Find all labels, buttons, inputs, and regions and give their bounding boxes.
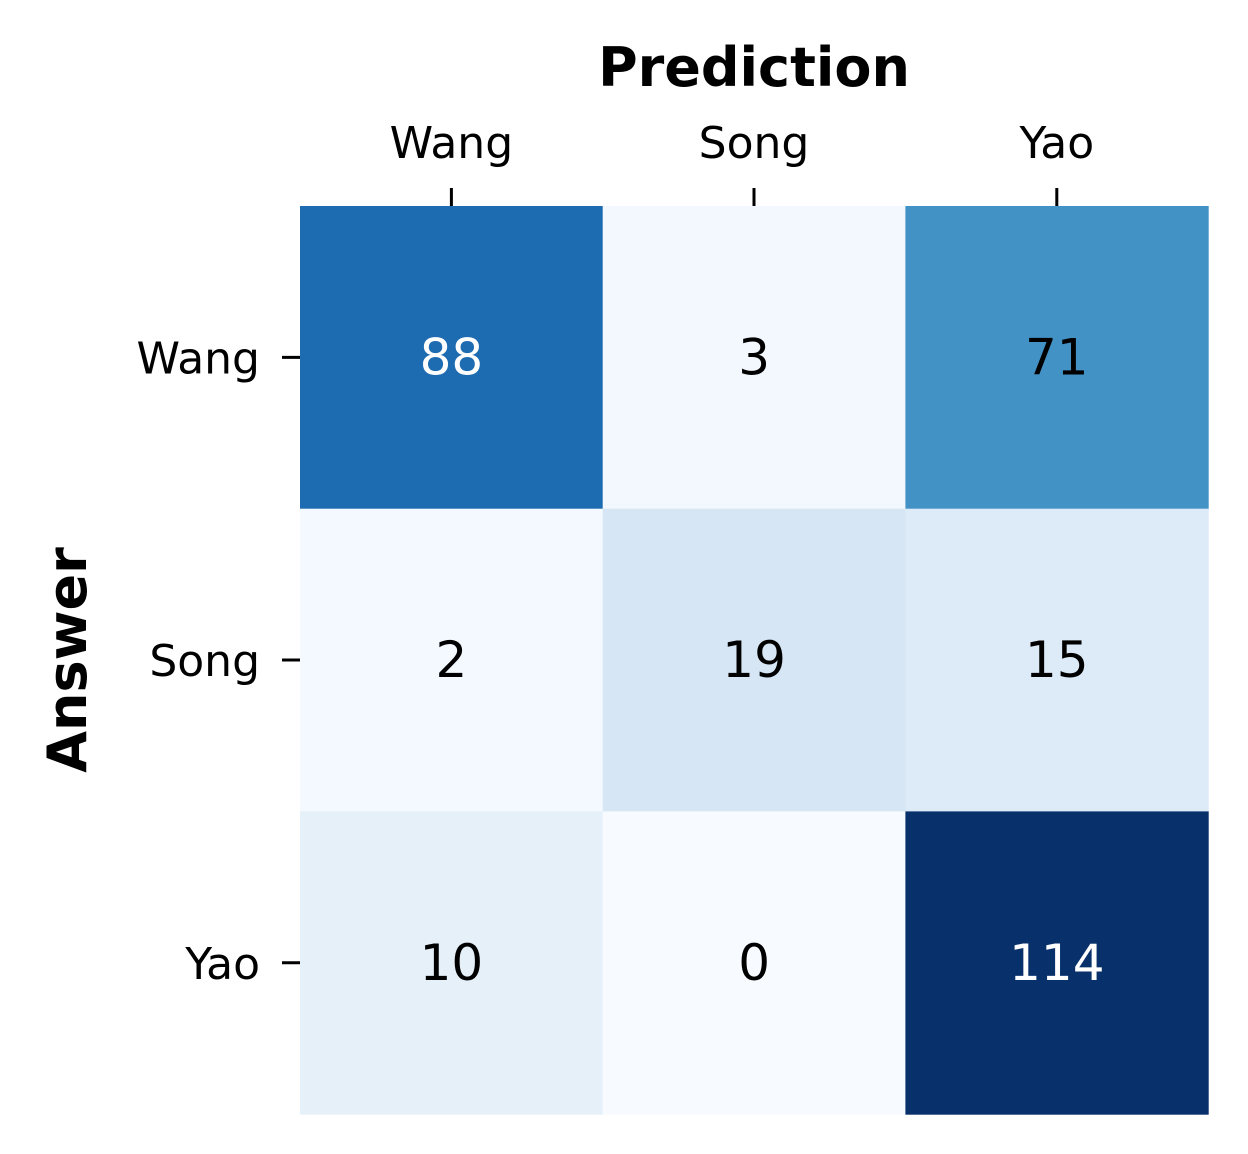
cell-value-label: 15 bbox=[1025, 631, 1089, 689]
heatmap-cell bbox=[602, 811, 906, 1115]
heatmap-cell bbox=[905, 811, 1209, 1115]
heatmap-cells: 88 3 71 2 19 15 10 0 114 bbox=[300, 206, 1209, 1115]
cell-value-label: 0 bbox=[738, 934, 770, 992]
heatmap-cell bbox=[300, 206, 604, 510]
heatmap-cell bbox=[602, 206, 906, 510]
cell-value-label: 10 bbox=[420, 934, 484, 992]
cell-value-label: 71 bbox=[1025, 328, 1089, 386]
heatmap-cell bbox=[905, 206, 1209, 510]
cell-value-label: 114 bbox=[1009, 934, 1104, 992]
x-tick-label: Yao bbox=[1018, 118, 1094, 169]
cell-value-label: 2 bbox=[435, 631, 467, 689]
y-axis-ticks: Wang Song Yao bbox=[137, 333, 300, 990]
cell-value-label: 3 bbox=[738, 328, 770, 386]
cell-value-label: 88 bbox=[420, 328, 484, 386]
y-tick-label: Wang bbox=[137, 333, 260, 384]
heatmap-cell bbox=[905, 508, 1209, 812]
x-tick-label: Wang bbox=[390, 118, 513, 169]
y-axis-title: Answer bbox=[36, 547, 99, 773]
x-axis-title: Prediction bbox=[598, 36, 910, 99]
cell-value-label: 19 bbox=[722, 631, 786, 689]
y-tick-label: Yao bbox=[184, 939, 260, 990]
heatmap-cell bbox=[300, 508, 604, 812]
x-axis-ticks: Wang Song Yao bbox=[390, 118, 1094, 206]
heatmap-cell bbox=[300, 811, 604, 1115]
x-tick-label: Song bbox=[699, 118, 810, 169]
heatmap-cell bbox=[602, 508, 906, 812]
y-tick-label: Song bbox=[149, 636, 260, 687]
